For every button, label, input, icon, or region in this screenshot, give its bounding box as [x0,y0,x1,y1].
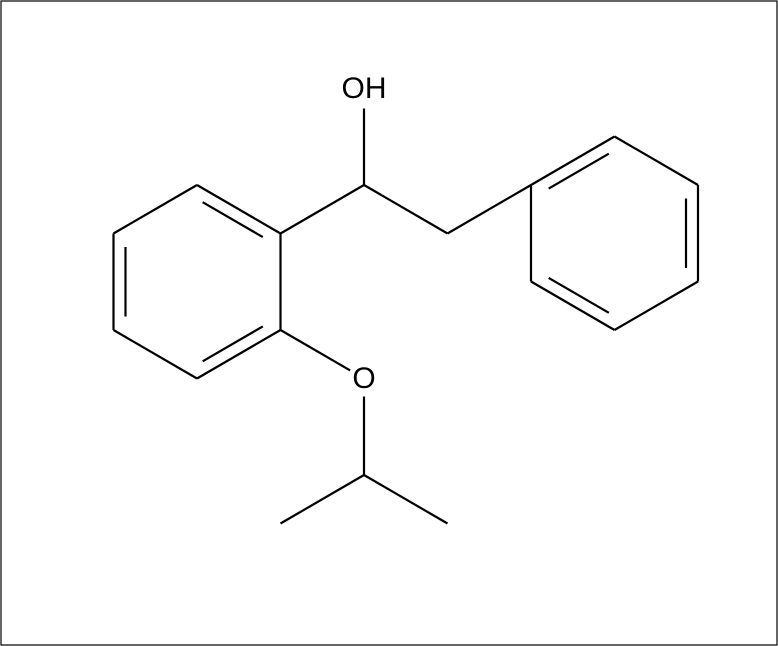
bond [531,137,615,186]
bond [364,185,448,234]
bond [114,330,198,379]
bond [531,282,615,331]
bond [203,202,263,237]
bond [197,185,281,234]
bond [364,475,448,524]
bond [281,475,365,524]
atom-label-o: O [352,362,375,395]
frame [1,1,777,645]
bond [549,154,609,189]
bond [549,278,609,313]
bond [281,185,365,234]
bond [114,185,198,234]
molecule-diagram: OH O [0,0,778,646]
atom-label-oh: OH [342,72,387,105]
bond [615,137,699,186]
bond [448,185,532,234]
bond [203,326,263,361]
bond [197,330,281,379]
bond [281,330,351,370]
bond [615,282,699,331]
